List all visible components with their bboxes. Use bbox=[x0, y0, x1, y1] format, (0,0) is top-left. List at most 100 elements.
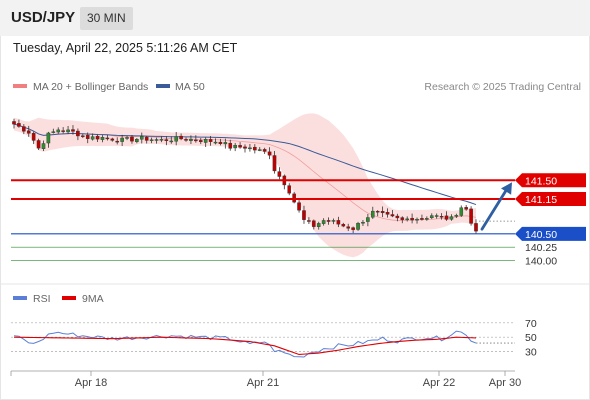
candle bbox=[139, 132, 144, 144]
candle-body bbox=[248, 147, 252, 150]
timeframe-button[interactable]: 30 MIN bbox=[80, 7, 133, 30]
candle-body bbox=[302, 210, 306, 220]
candle-body bbox=[277, 171, 282, 177]
rsi-tick-label: 30 bbox=[525, 347, 537, 359]
candle bbox=[341, 222, 346, 228]
candle bbox=[115, 137, 120, 145]
candle-body bbox=[272, 155, 277, 172]
candle bbox=[189, 135, 193, 145]
bollinger-band-area bbox=[14, 113, 476, 258]
rsi-ma-legend-swatch bbox=[62, 296, 76, 300]
x-axis: Apr 18 Apr 21 Apr 22 Apr 30 bbox=[10, 370, 521, 389]
candle bbox=[267, 147, 272, 160]
candle bbox=[469, 206, 473, 226]
candle-body bbox=[144, 136, 149, 141]
candle bbox=[179, 133, 183, 141]
candle bbox=[46, 131, 51, 148]
candle bbox=[169, 136, 174, 144]
candle bbox=[105, 134, 110, 141]
candle-body bbox=[292, 193, 296, 203]
rsi-ma-legend-label: 9MA bbox=[82, 293, 104, 305]
candle bbox=[287, 183, 292, 196]
candle-body bbox=[36, 140, 41, 149]
candle-body bbox=[17, 123, 21, 127]
ma50-legend-label: MA 50 bbox=[175, 81, 205, 93]
candle bbox=[213, 138, 218, 145]
candle-body bbox=[154, 139, 159, 141]
candle-body bbox=[194, 139, 198, 142]
candle bbox=[444, 211, 449, 221]
level-tag-resistance bbox=[515, 173, 586, 188]
candle-body bbox=[297, 202, 301, 211]
candle bbox=[321, 218, 326, 226]
candle-body bbox=[66, 129, 70, 133]
candle-body bbox=[164, 139, 169, 142]
rsi-ma-line bbox=[13, 336, 477, 356]
candle-body bbox=[336, 220, 341, 225]
candle bbox=[248, 144, 252, 152]
candle bbox=[135, 138, 139, 144]
level-tag-support bbox=[515, 226, 586, 241]
x-tick-label: Apr 18 bbox=[75, 377, 107, 389]
candle bbox=[272, 150, 277, 174]
candle-body bbox=[31, 133, 36, 141]
header-bar: USD/JPY 30 MIN bbox=[0, 0, 590, 36]
candle-body bbox=[95, 135, 100, 140]
candle-body bbox=[115, 140, 120, 143]
candle-body bbox=[474, 223, 478, 232]
candle-body bbox=[449, 216, 454, 220]
candle bbox=[71, 125, 75, 135]
candle-body bbox=[56, 129, 61, 133]
candle bbox=[228, 139, 233, 151]
candle bbox=[233, 142, 237, 152]
candle-body bbox=[125, 137, 129, 139]
candle bbox=[439, 213, 444, 220]
candle bbox=[81, 133, 85, 139]
forecast-arrow-head bbox=[501, 182, 512, 195]
candle bbox=[100, 135, 105, 143]
candle-body bbox=[267, 151, 272, 156]
datetime-label: Tuesday, April 22, 2025 5:11:26 AM CET bbox=[13, 41, 238, 55]
candle bbox=[454, 213, 459, 219]
candle bbox=[312, 219, 316, 230]
candle-body bbox=[405, 218, 409, 221]
candle bbox=[326, 217, 331, 225]
ma20-legend-label: MA 20 + Bollinger Bands bbox=[33, 81, 148, 93]
rsi-tick-label: 50 bbox=[525, 332, 537, 344]
candle bbox=[282, 174, 287, 190]
candle-body bbox=[429, 215, 434, 219]
candle bbox=[370, 206, 375, 219]
candle bbox=[144, 135, 149, 144]
candle bbox=[366, 213, 370, 227]
candle-body bbox=[425, 218, 429, 220]
candle bbox=[130, 135, 134, 144]
candle-body bbox=[444, 215, 449, 220]
candle bbox=[22, 124, 26, 135]
candle bbox=[277, 167, 282, 180]
candle-body bbox=[469, 208, 473, 224]
candle-body bbox=[400, 217, 405, 220]
candle-body bbox=[370, 210, 375, 218]
candle-body bbox=[174, 136, 178, 142]
x-tick-label: Apr 22 bbox=[423, 377, 455, 389]
candle-body bbox=[184, 139, 188, 141]
candle-body bbox=[110, 138, 115, 141]
candle-body bbox=[159, 139, 164, 141]
candle-body bbox=[316, 223, 321, 227]
candle bbox=[120, 134, 124, 147]
candle bbox=[346, 223, 351, 232]
candle-body bbox=[439, 216, 444, 218]
candle-body bbox=[22, 126, 26, 132]
rsi-panel: 70 50 30 bbox=[11, 318, 537, 359]
candle-body bbox=[341, 224, 346, 227]
candle bbox=[336, 216, 341, 228]
level-tag-resistance bbox=[515, 192, 586, 207]
candle-body bbox=[356, 223, 360, 230]
candle bbox=[395, 213, 400, 222]
candle-body bbox=[26, 130, 31, 134]
candle bbox=[110, 137, 115, 142]
candle bbox=[203, 137, 208, 147]
candle bbox=[474, 219, 478, 234]
ma20-legend-swatch bbox=[13, 84, 27, 88]
candle-body bbox=[257, 149, 262, 151]
